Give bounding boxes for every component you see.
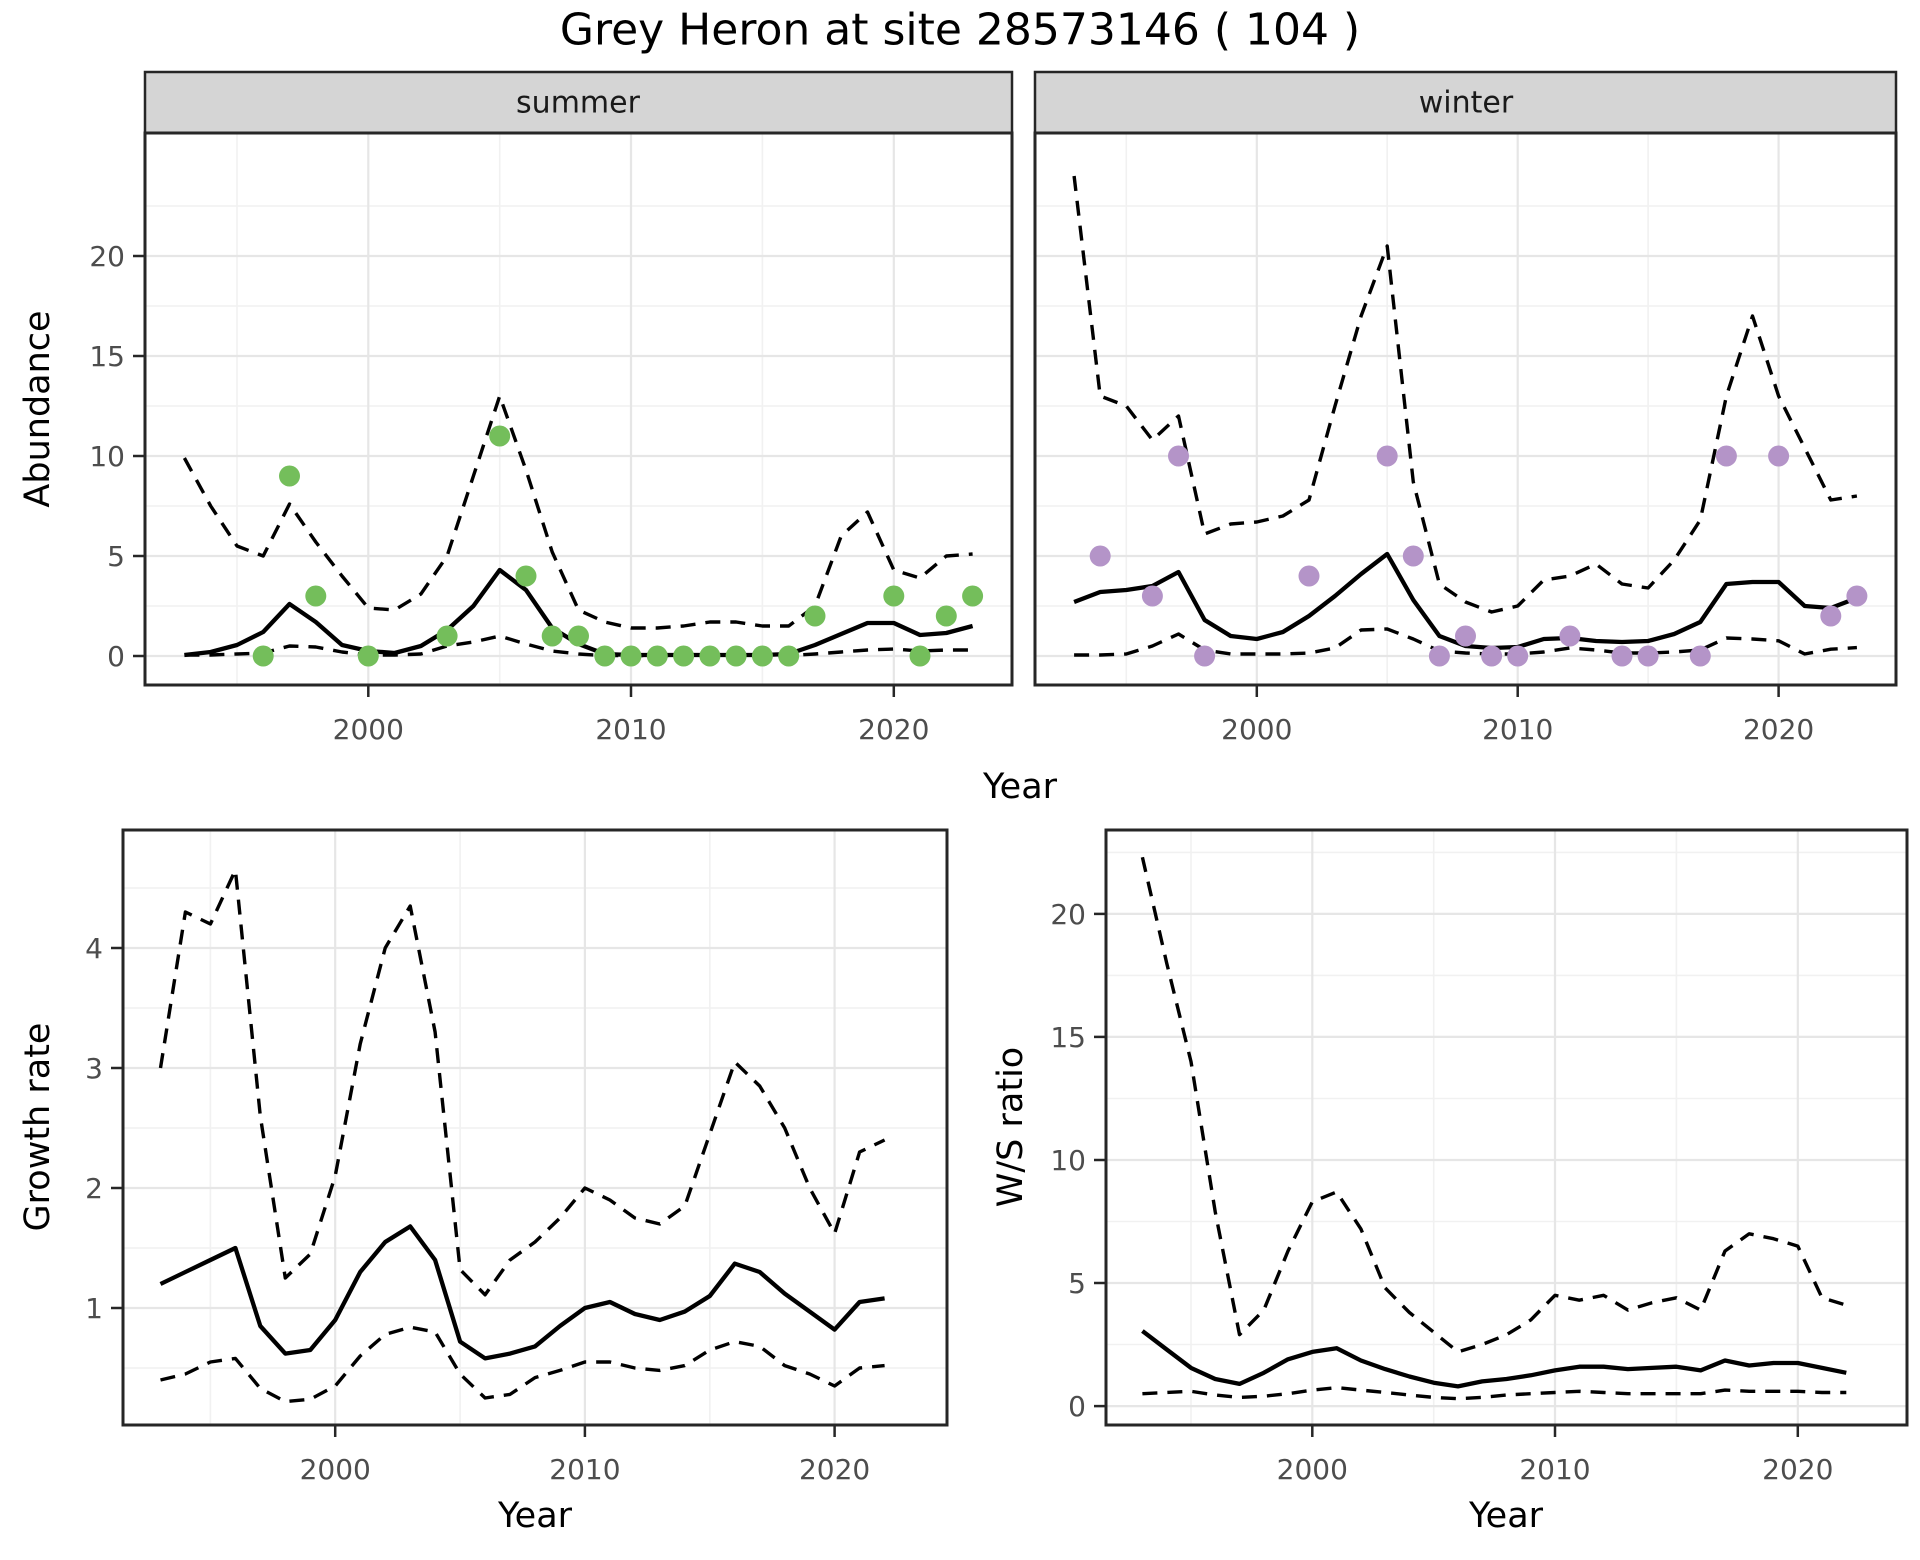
obs-point <box>1376 445 1398 467</box>
panel-border <box>1033 131 1898 687</box>
ci-upper-line <box>1072 175 1858 614</box>
ci-lower-line <box>184 634 973 658</box>
x-axis-title-year-bottom-right: Year <box>1468 1496 1544 1536</box>
obs-point <box>1768 445 1790 467</box>
obs-point <box>778 645 800 667</box>
x-tick-label: 2000 <box>1277 1453 1348 1486</box>
y-tick-label: 20 <box>1050 898 1086 931</box>
facet-label-winter: winter <box>1418 85 1514 121</box>
ci-lower-line <box>160 1325 885 1404</box>
obs-point <box>699 645 721 667</box>
obs-point <box>1194 645 1216 667</box>
y-tick-label: 4 <box>85 932 103 965</box>
obs-point <box>646 645 668 667</box>
y-tick-label: 5 <box>1068 1267 1086 1300</box>
y-tick-label: 1 <box>85 1292 103 1325</box>
x-tick-label: 2010 <box>549 1453 620 1486</box>
x-tick-label: 2000 <box>1221 713 1292 746</box>
obs-point <box>489 425 511 447</box>
y-axis-title-ws-ratio: W/S ratio <box>991 1046 1031 1208</box>
ci-lower-line <box>1142 1385 1847 1401</box>
obs-point <box>620 645 642 667</box>
facet-strip <box>1033 70 1898 135</box>
obs-point <box>357 645 379 667</box>
obs-point <box>1298 565 1320 587</box>
obs-point <box>1507 645 1529 667</box>
obs-point <box>279 465 300 487</box>
x-axis-title-year-top: Year <box>982 767 1058 807</box>
panel-abundance-summer: 2000 2010 2020 0 5 10 15 20 <box>89 70 1014 746</box>
panel-growth-rate: 2000 2010 2020 1 2 3 4 <box>85 828 949 1486</box>
x-tick-label: 2020 <box>799 1453 870 1486</box>
obs-point <box>962 585 984 607</box>
mean-line <box>1141 1329 1847 1389</box>
obs-point <box>436 625 458 647</box>
y-tick-label: 3 <box>85 1052 103 1085</box>
obs-point <box>935 605 957 627</box>
y-tick-label: 0 <box>107 640 125 673</box>
obs-point <box>568 625 589 647</box>
obs-point <box>1402 545 1424 567</box>
panel-border <box>1104 828 1909 1427</box>
obs-point <box>1820 605 1842 627</box>
y-tick-label: 10 <box>89 440 125 473</box>
x-tick-label: 2010 <box>1519 1453 1590 1486</box>
y-tick-label: 5 <box>107 540 125 573</box>
obs-point <box>1168 445 1189 467</box>
panel-abundance-winter: 2000 2010 2020 <box>1033 70 1898 746</box>
ci-upper-line <box>182 394 973 630</box>
x-tick-label: 2020 <box>858 713 929 746</box>
obs-point <box>305 585 327 607</box>
obs-point <box>1611 645 1633 667</box>
x-tick-label: 2000 <box>333 713 404 746</box>
obs-point <box>1846 585 1868 607</box>
obs-point <box>594 645 616 667</box>
obs-point <box>751 645 773 667</box>
obs-point <box>909 645 931 667</box>
x-tick-label: 2010 <box>595 713 666 746</box>
y-axis-title-abundance: Abundance <box>18 310 58 508</box>
obs-point <box>1141 585 1163 607</box>
ci-upper-line <box>158 868 886 1297</box>
obs-point <box>1455 625 1476 647</box>
obs-point <box>1089 545 1111 567</box>
panel-border <box>143 131 1014 687</box>
x-tick-label: 2000 <box>300 1453 371 1486</box>
obs-point <box>1689 645 1711 667</box>
obs-point <box>1428 645 1450 667</box>
y-tick-label: 15 <box>89 340 125 373</box>
panel-border <box>121 828 949 1427</box>
x-axis-title-year-bottom-left: Year <box>497 1496 573 1536</box>
y-tick-label: 10 <box>1050 1144 1086 1177</box>
panel-ws-ratio: 2000 2010 2020 0 5 10 15 20 <box>1050 828 1909 1486</box>
chart-title: Grey Heron at site 28573146 ( 104 ) <box>559 4 1361 56</box>
obs-point <box>673 645 695 667</box>
obs-point <box>725 645 747 667</box>
obs-point <box>883 585 905 607</box>
facet-label-summer: summer <box>516 85 640 121</box>
x-tick-label: 2020 <box>1762 1453 1833 1486</box>
mean-line <box>159 1224 885 1361</box>
obs-point <box>1715 445 1737 467</box>
obs-point <box>804 605 826 627</box>
y-tick-label: 15 <box>1050 1021 1086 1054</box>
obs-point <box>252 645 274 667</box>
x-tick-label: 2020 <box>1743 713 1814 746</box>
y-tick-label: 2 <box>85 1172 103 1205</box>
x-tick-label: 2010 <box>1482 713 1553 746</box>
ci-upper-line <box>1140 856 1847 1354</box>
obs-point <box>541 625 563 647</box>
y-axis-title-growth-rate: Growth rate <box>18 1022 58 1232</box>
obs-point <box>1481 645 1503 667</box>
obs-point <box>1559 625 1581 647</box>
facet-strip <box>143 70 1014 135</box>
y-tick-label: 0 <box>1068 1390 1086 1423</box>
obs-point <box>515 565 537 587</box>
obs-point <box>1637 645 1659 667</box>
y-tick-label: 20 <box>89 240 125 273</box>
